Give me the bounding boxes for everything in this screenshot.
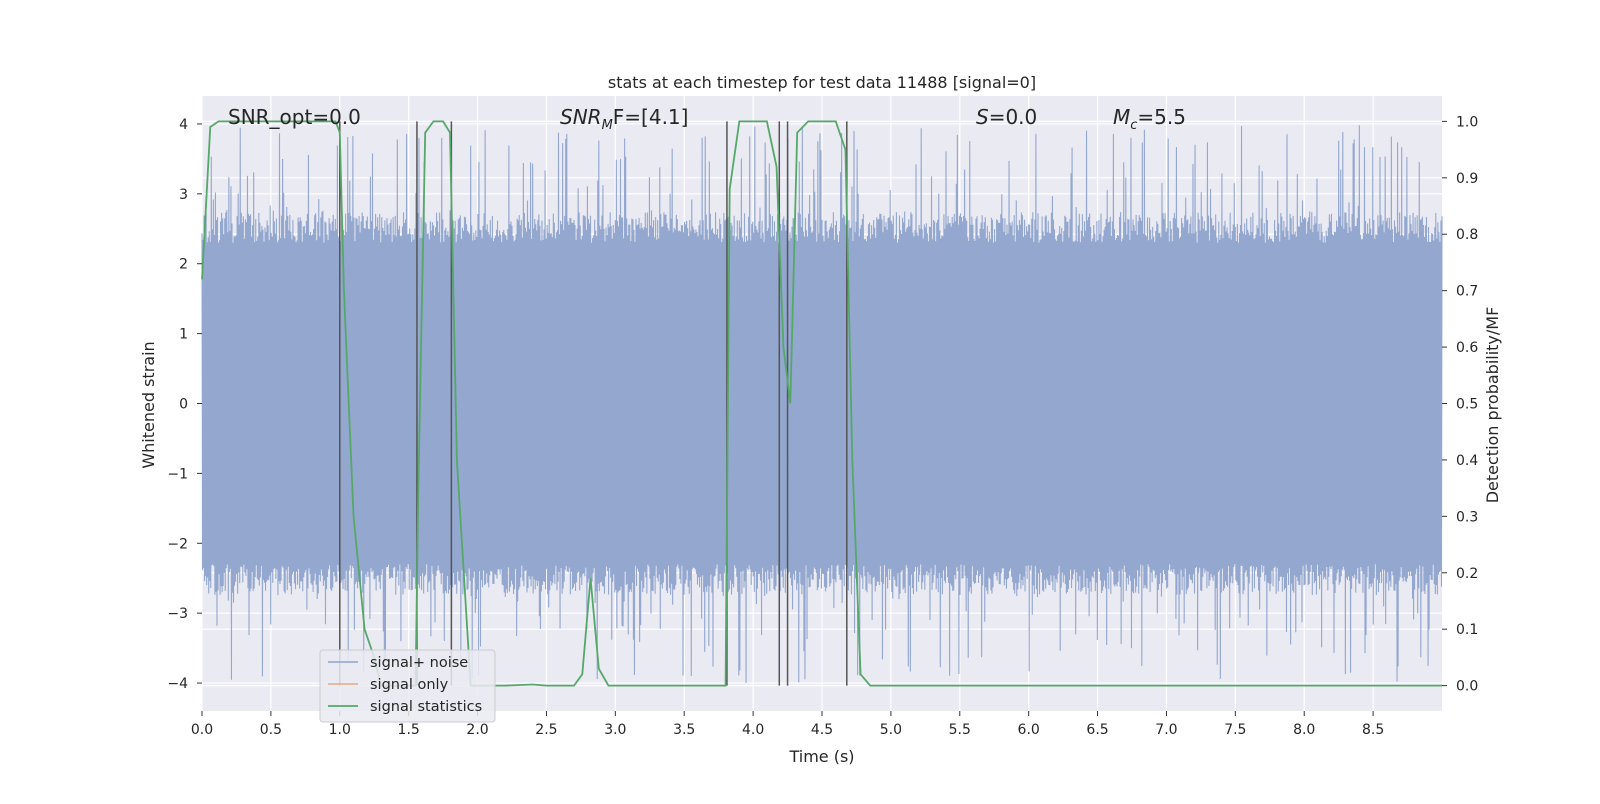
x-tick-label: 0.5	[260, 722, 282, 738]
y-tick-label: 4	[179, 117, 188, 133]
annotation-s: S=0.0	[976, 105, 1037, 129]
series-signal-statistics	[201, 120, 1442, 687]
x-tick-label: 1.5	[398, 722, 420, 738]
annotation-mc-var: M	[1113, 105, 1130, 129]
x-tick-label: 5.5	[949, 722, 971, 738]
legend-label-signal-noise: signal+ noise	[370, 655, 468, 671]
y-tick-label: 1	[179, 327, 188, 343]
x-tick-label: 6.0	[1018, 722, 1040, 738]
y2-tick-label: 0.7	[1456, 284, 1478, 300]
x-tick-label: 1.0	[329, 722, 351, 738]
y2-tick-label: 0.8	[1456, 227, 1478, 243]
y2-tick-label: 0.0	[1456, 679, 1478, 695]
y-tick-label: 0	[179, 397, 188, 413]
y2-axis-label: Detection probability/MF	[1483, 307, 1502, 504]
y-tick-label: −4	[167, 676, 188, 692]
y-tick-label: 2	[179, 257, 188, 273]
y-tick-label: 3	[179, 187, 188, 203]
annotation-mc-sub: c	[1130, 118, 1137, 133]
y2-tick-label: 0.9	[1456, 171, 1478, 187]
x-tick-label: 7.5	[1224, 722, 1246, 738]
x-tick-label: 4.5	[811, 722, 833, 738]
x-tick-label: 0.0	[191, 722, 213, 738]
x-tick-label: 2.5	[535, 722, 557, 738]
legend-box	[319, 649, 496, 723]
x-tick-label: 3.0	[604, 722, 626, 738]
legend: signal+ noise signal only signal statist…	[319, 649, 496, 723]
signal-noise-line	[201, 125, 1443, 683]
annotation-mc-rest: =5.5	[1137, 105, 1186, 129]
annotation-snr-mf-sub: M	[602, 118, 613, 133]
annotation-s-var: S	[976, 105, 989, 129]
y2-tick-label: 0.2	[1456, 566, 1478, 582]
y2-tick-label: 0.3	[1456, 509, 1478, 525]
x-tick-label: 3.5	[673, 722, 695, 738]
x-tick-label: 7.0	[1155, 722, 1177, 738]
y-tick-label: −2	[167, 536, 188, 552]
x-tick-label: 2.0	[466, 722, 488, 738]
y-tick-label: −1	[167, 466, 188, 482]
y-axis-label: Whitened strain	[139, 341, 158, 468]
chart-title: stats at each timestep for test data 114…	[608, 73, 1036, 92]
x-tick-label: 8.5	[1362, 722, 1384, 738]
series-signal-noise	[201, 125, 1443, 683]
legend-label-signal-only: signal only	[370, 677, 449, 693]
signal-statistics-line	[201, 120, 1442, 687]
y2-tick-label: 0.1	[1456, 622, 1478, 638]
y2-tick-label: 0.5	[1456, 397, 1478, 413]
ticks: 0.0 0.5 1.0 1.5 2.0 2.5 3.0 3.5 4.0 4.5 5.0 5.5 6.0 6…	[167, 114, 1478, 738]
annotation-snr-opt: SNR_opt=0.0	[228, 105, 361, 129]
x-tick-label: 6.5	[1086, 722, 1108, 738]
y-tick-label: −3	[167, 606, 188, 622]
annotation-mc: Mc=5.5	[1113, 105, 1186, 133]
annotation-snr-mf: SNRMF=[4.1]	[560, 105, 688, 133]
annotation-snr-mf-rest: F=[4.1]	[613, 105, 689, 129]
annotation-s-rest: =0.0	[989, 105, 1038, 129]
y2-tick-label: 1.0	[1456, 114, 1478, 130]
y2-tick-label: 0.6	[1456, 340, 1478, 356]
x-tick-label: 5.0	[880, 722, 902, 738]
annotation-snr-mf-base: SNR	[560, 105, 602, 129]
x-axis-label: Time (s)	[788, 747, 854, 766]
x-tick-label: 4.0	[742, 722, 764, 738]
x-tick-label: 8.0	[1293, 722, 1315, 738]
legend-label-signal-statistics: signal statistics	[370, 699, 482, 715]
y2-tick-label: 0.4	[1456, 453, 1478, 469]
